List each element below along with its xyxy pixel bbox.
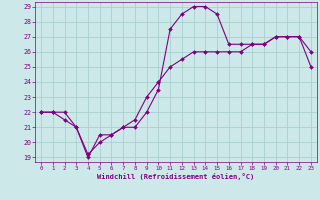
X-axis label: Windchill (Refroidissement éolien,°C): Windchill (Refroidissement éolien,°C)	[97, 173, 255, 180]
